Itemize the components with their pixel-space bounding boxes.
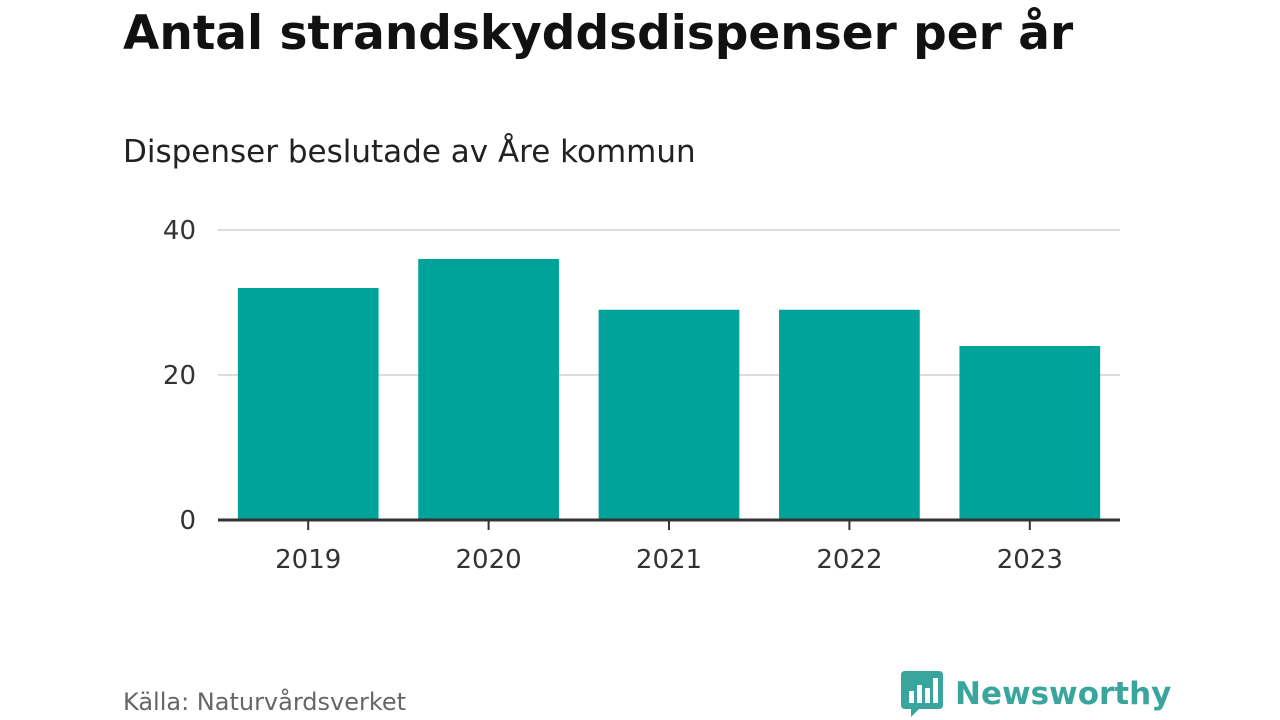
bars — [238, 259, 1100, 520]
x-tick-label: 2022 — [816, 545, 882, 575]
bar-2019 — [238, 288, 379, 520]
y-tick-label: 20 — [163, 361, 196, 391]
x-tick-label: 2020 — [456, 545, 522, 575]
x-axis — [218, 520, 1120, 530]
chart-page: Antal strandskyddsdispenser per år Dispe… — [0, 0, 1280, 720]
bar-2020 — [418, 259, 559, 520]
bar-2023 — [959, 346, 1100, 520]
y-tick-label: 40 — [163, 216, 196, 246]
source-note: Källa: Naturvårdsverket — [123, 688, 406, 716]
brand-name: Newsworthy — [955, 676, 1171, 712]
x-tick-label: 2021 — [636, 545, 702, 575]
x-tick-label: 2023 — [997, 545, 1063, 575]
bar-chart: 0 20 40 2019 2020 2021 2022 2023 — [0, 0, 1280, 720]
brand-logo: Newsworthy — [901, 671, 1171, 717]
y-tick-label: 0 — [179, 506, 196, 536]
bar-2021 — [599, 310, 740, 520]
bar-2022 — [779, 310, 920, 520]
bar-chart-speech-bubble-icon — [901, 671, 943, 717]
x-tick-label: 2019 — [275, 545, 341, 575]
